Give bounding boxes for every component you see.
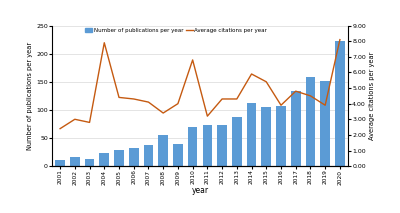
- Bar: [291, 91, 300, 166]
- Bar: [100, 153, 109, 166]
- Bar: [85, 159, 94, 166]
- Bar: [306, 77, 315, 166]
- Y-axis label: Number of publications per year: Number of publications per year: [27, 42, 33, 150]
- Bar: [262, 106, 271, 166]
- Bar: [158, 135, 168, 166]
- Bar: [55, 160, 65, 166]
- Bar: [114, 150, 124, 166]
- Bar: [217, 125, 227, 166]
- Bar: [247, 103, 256, 166]
- Legend: Number of publications per year, Average citations per year: Number of publications per year, Average…: [86, 28, 267, 33]
- Bar: [276, 106, 286, 166]
- Bar: [202, 125, 212, 166]
- Bar: [70, 157, 80, 166]
- Bar: [320, 81, 330, 166]
- Bar: [173, 144, 183, 166]
- Bar: [188, 127, 198, 166]
- Bar: [144, 145, 153, 166]
- Bar: [335, 41, 345, 166]
- Y-axis label: Average citations per year: Average citations per year: [369, 52, 375, 140]
- X-axis label: year: year: [192, 186, 208, 195]
- Bar: [232, 117, 242, 166]
- Bar: [129, 148, 138, 166]
